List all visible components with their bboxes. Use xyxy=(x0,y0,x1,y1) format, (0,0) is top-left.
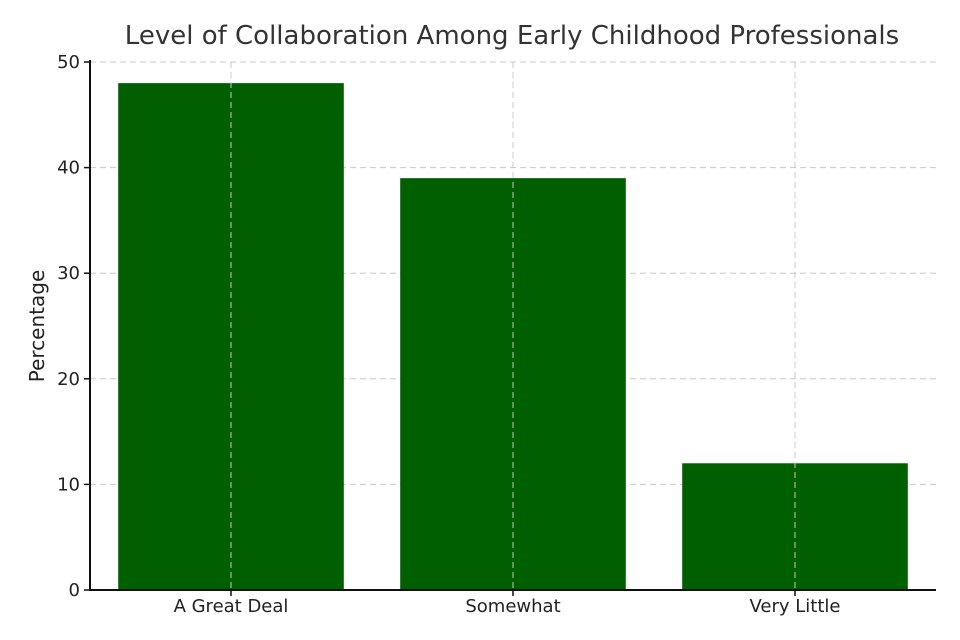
y-axis-label: Percentage xyxy=(25,270,49,383)
y-tick-label: 50 xyxy=(57,52,80,73)
y-tick-label: 10 xyxy=(57,474,80,495)
x-ticks: A Great Deal Somewhat Very Little xyxy=(174,590,841,617)
x-tick-label: Somewhat xyxy=(465,596,560,617)
x-tick-label: Very Little xyxy=(750,596,841,617)
x-grid xyxy=(230,62,796,590)
y-tick-label: 20 xyxy=(57,369,80,390)
y-tick-label: 40 xyxy=(57,158,80,179)
chart-title: Level of Collaboration Among Early Child… xyxy=(125,21,899,51)
y-tick-label: 30 xyxy=(57,263,80,284)
y-tick-label: 0 xyxy=(69,580,80,601)
x-tick-label: A Great Deal xyxy=(174,596,289,617)
y-ticks: 0 10 20 30 40 50 xyxy=(57,52,90,601)
